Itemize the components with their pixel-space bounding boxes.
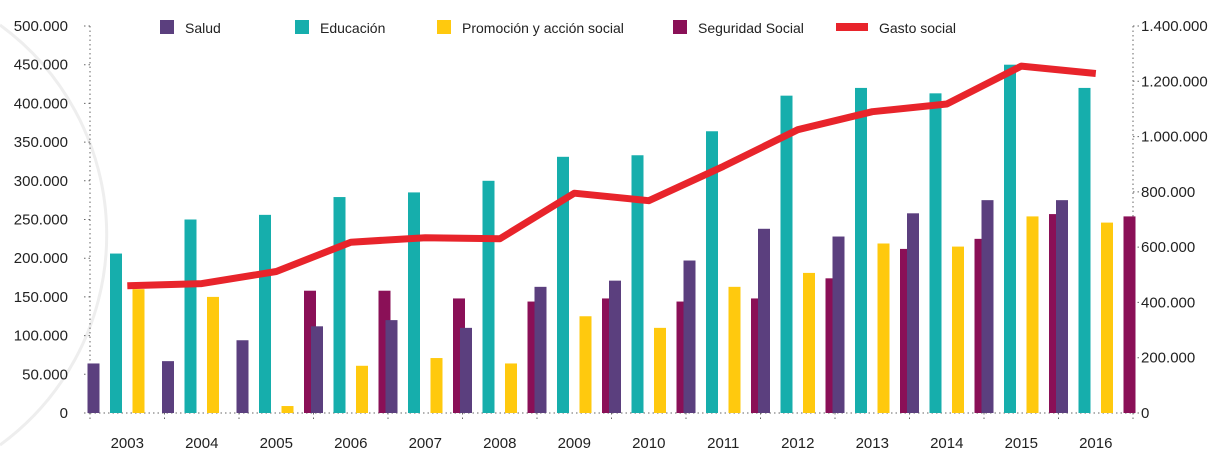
bar: [259, 214, 271, 413]
bar: [1078, 87, 1091, 414]
y-tick-label-right: 1.200.000: [1141, 73, 1208, 90]
bar: [706, 131, 718, 413]
line-layer: [127, 62, 1097, 290]
bar: [907, 213, 919, 413]
bar: [184, 219, 197, 413]
legend-label: Promoción y acción social: [462, 20, 624, 36]
y-tick-label-left: 350.000: [14, 134, 68, 151]
legend: Salud Educación Promoción y acción social S…: [160, 20, 956, 36]
bar: [981, 200, 994, 413]
x-tick-label: 2008: [483, 435, 516, 452]
bar: [579, 316, 592, 413]
bar: [87, 363, 100, 413]
series-line: [127, 62, 1097, 290]
y-tick-label-left: 100.000: [14, 328, 68, 345]
legend-swatch: [673, 20, 687, 34]
legend-label: Educación: [320, 20, 385, 36]
y-tick-label-left: 300.000: [14, 173, 68, 190]
legend-label: Seguridad Social: [698, 20, 804, 36]
bar: [654, 327, 666, 413]
bar: [281, 406, 294, 413]
bar: [1004, 64, 1016, 413]
bar: [505, 363, 517, 413]
bar: [855, 87, 867, 414]
bar: [758, 228, 770, 413]
x-tick-label: 2003: [111, 435, 144, 452]
y-tick-label-left: 0: [60, 405, 68, 422]
legend-swatch: [836, 23, 868, 31]
x-tick-label: 2007: [409, 435, 442, 452]
bar: [356, 365, 368, 413]
x-tick-label: 2010: [632, 435, 665, 452]
x-tick-label: 2009: [558, 435, 591, 452]
y-tick-label-right: 200.000: [1141, 350, 1195, 367]
y-tick-label-right: 1.000.000: [1141, 129, 1208, 146]
y-tick-label-right: 800.000: [1141, 184, 1195, 201]
bar: [408, 192, 420, 413]
bar: [929, 93, 942, 413]
y-tick-label-right: 600.000: [1141, 239, 1195, 256]
bar: [631, 155, 644, 413]
legend-label: Salud: [185, 20, 221, 36]
axes: 0 50.000 100.000 150.000 200.000 250.000 300.0…: [14, 18, 1208, 452]
y-tick-label-left: 450.000: [14, 57, 68, 74]
bar: [534, 286, 547, 413]
x-tick-label: 2013: [856, 435, 889, 452]
y-tick-label-right: 0: [1141, 405, 1149, 422]
y-tick-label-left: 200.000: [14, 250, 68, 267]
bar: [1101, 222, 1113, 413]
x-tick-label: 2011: [707, 435, 739, 452]
y-tick-label-left: 400.000: [14, 95, 68, 112]
legend-swatch: [295, 20, 309, 34]
bar: [311, 326, 323, 413]
x-tick-label: 2015: [1005, 435, 1038, 452]
legend-label: Gasto social: [879, 20, 956, 36]
y-tick-label-left: 50.000: [22, 366, 68, 383]
bar: [683, 260, 696, 413]
bar: [110, 253, 122, 413]
bar: [482, 180, 495, 413]
bar: [557, 156, 569, 413]
bar: [207, 296, 219, 413]
decorative-arc: [0, 23, 109, 447]
y-tick-label-left: 250.000: [14, 212, 68, 229]
bar: [236, 340, 249, 413]
legend-swatch: [437, 20, 451, 34]
bar: [609, 280, 621, 413]
bar: [430, 358, 443, 413]
bar: [952, 246, 964, 413]
bar: [162, 361, 174, 413]
bar: [1123, 216, 1136, 413]
bar: [832, 236, 845, 413]
x-tick-label: 2014: [930, 435, 963, 452]
x-tick-label: 2012: [781, 435, 814, 452]
x-tick-label: 2016: [1079, 435, 1112, 452]
bars: [87, 64, 1136, 414]
bar: [385, 320, 398, 413]
x-tick-label: 2006: [334, 435, 367, 452]
bar: [877, 243, 890, 413]
y-tick-label-left: 150.000: [14, 289, 68, 306]
bar: [333, 197, 346, 413]
bar: [1056, 200, 1068, 413]
bar: [780, 95, 793, 413]
bar: [460, 327, 472, 413]
bar: [803, 272, 815, 413]
y-tick-label-left: 500.000: [14, 18, 68, 35]
y-tick-label-right: 400.000: [1141, 294, 1195, 311]
bar: [1026, 216, 1039, 413]
x-tick-label: 2005: [260, 435, 293, 452]
legend-swatch: [160, 20, 174, 34]
bar: [728, 286, 741, 413]
bar: [132, 289, 145, 413]
x-tick-label: 2004: [185, 435, 218, 452]
y-tick-label-right: 1.400.000: [1141, 18, 1208, 35]
